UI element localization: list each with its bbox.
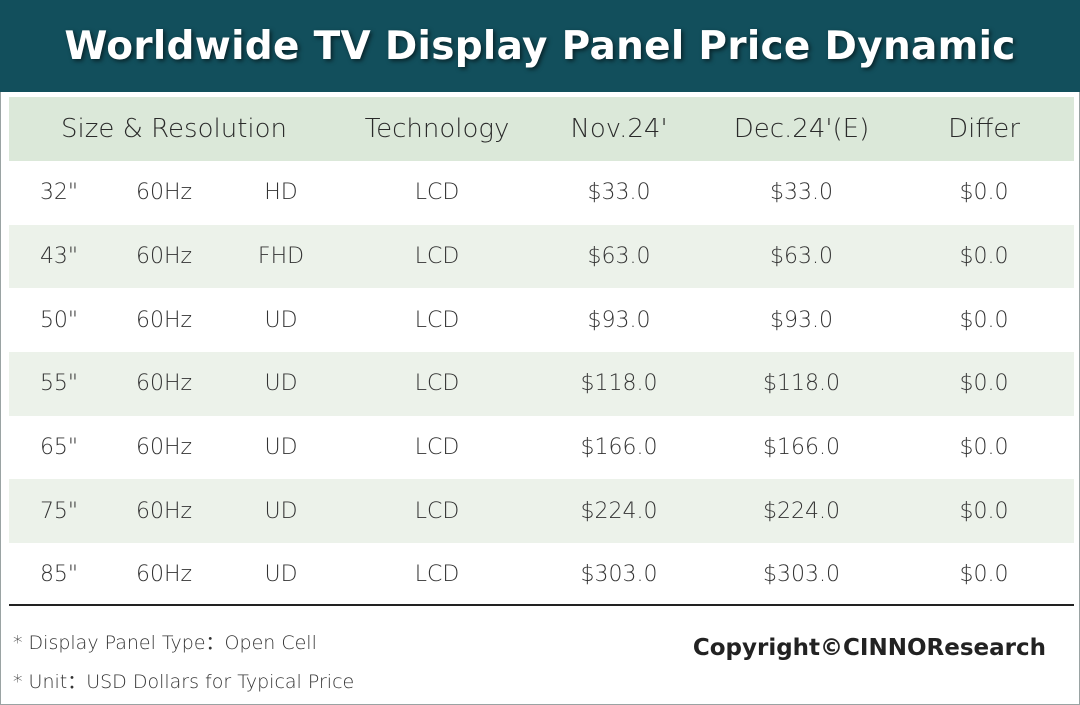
cell-frequency: 60Hz (135, 307, 193, 333)
cell-technology: LCD (414, 180, 460, 206)
copyright-text: Copyright©CINNOResearch (692, 635, 1046, 661)
cell-nov-price: $63.0 (587, 244, 651, 270)
cell-nov-price: $303.0 (580, 562, 658, 588)
cell-frequency: 60Hz (135, 244, 193, 270)
cell-dec-price: $93.0 (770, 307, 833, 333)
cell-frequency: 60Hz (135, 371, 193, 397)
cell-frequency: 60Hz (135, 498, 193, 524)
table-row: 43" 60Hz FHD LCD $63.0 $63.0 $0.0 (9, 224, 1074, 289)
cell-frequency: 60Hz (135, 435, 193, 461)
cell-frequency: 60Hz (135, 562, 193, 588)
cell-frequency: 60Hz (135, 180, 193, 206)
cell-differ: $0.0 (959, 180, 1009, 206)
cell-resolution: HD (264, 180, 298, 206)
cell-nov-price: $224.0 (580, 498, 658, 524)
cell-technology: LCD (414, 498, 460, 524)
note-unit: * Unit：USD Dollars for Typical Price (13, 671, 355, 693)
table-row: 50" 60Hz UD LCD $93.0 $93.0 $0.0 (9, 288, 1074, 352)
title-banner: Worldwide TV Display Panel Price Dynamic (0, 0, 1080, 92)
header-technology: Technology (364, 114, 510, 144)
cell-size: 32" (39, 180, 79, 206)
cell-size: 85" (39, 562, 79, 588)
note-panel-type: * Display Panel Type：Open Cell (13, 632, 317, 654)
cell-nov-price: $166.0 (580, 435, 658, 461)
cell-differ: $0.0 (959, 562, 1009, 588)
cell-nov-price: $33.0 (587, 180, 651, 206)
cell-resolution: FHD (257, 244, 305, 270)
cell-dec-price: $63.0 (770, 244, 833, 270)
cell-nov-price: $93.0 (587, 307, 651, 333)
cell-resolution: UD (264, 435, 298, 461)
table-row: 32" 60Hz HD LCD $33.0 $33.0 $0.0 (9, 161, 1074, 225)
table-row: 75" 60Hz UD LCD $224.0 $224.0 $0.0 (9, 479, 1074, 544)
cell-dec-price: $33.0 (770, 180, 833, 206)
header-nov: Nov.24' (570, 114, 668, 144)
cell-size: 75" (39, 498, 79, 524)
cell-differ: $0.0 (959, 244, 1009, 270)
cell-size: 65" (39, 435, 79, 461)
cell-dec-price: $118.0 (763, 371, 840, 397)
price-table: Size & Resolution Technology Nov.24' Dec… (9, 97, 1074, 607)
cell-size: 55" (39, 371, 79, 397)
cell-size: 43" (39, 244, 79, 270)
table-bottom-rule (9, 604, 1074, 606)
header-differ: Differ (948, 114, 1020, 144)
page-title: Worldwide TV Display Panel Price Dynamic (64, 23, 1016, 69)
cell-resolution: UD (264, 307, 298, 333)
table-row: 55" 60Hz UD LCD $118.0 $118.0 $0.0 (9, 352, 1074, 416)
cell-resolution: UD (264, 371, 298, 397)
cell-differ: $0.0 (959, 371, 1009, 397)
cell-differ: $0.0 (959, 435, 1009, 461)
cell-differ: $0.0 (959, 498, 1009, 524)
cell-technology: LCD (414, 562, 460, 588)
cell-technology: LCD (414, 244, 460, 270)
cell-dec-price: $303.0 (763, 562, 840, 588)
cell-technology: LCD (414, 371, 460, 397)
cell-size: 50" (39, 307, 79, 333)
header-dec: Dec.24'(E) (733, 114, 870, 144)
table-header-row: Size & Resolution Technology Nov.24' Dec… (9, 97, 1074, 161)
cell-technology: LCD (414, 435, 460, 461)
cell-resolution: UD (264, 498, 298, 524)
cell-resolution: UD (264, 562, 298, 588)
cell-dec-price: $224.0 (763, 498, 840, 524)
cell-dec-price: $166.0 (763, 435, 840, 461)
cell-nov-price: $118.0 (580, 371, 658, 397)
table-row: 85" 60Hz UD LCD $303.0 $303.0 $0.0 (9, 543, 1074, 607)
cell-differ: $0.0 (959, 307, 1009, 333)
header-size-resolution: Size & Resolution (60, 114, 288, 144)
table-row: 65" 60Hz UD LCD $166.0 $166.0 $0.0 (9, 416, 1074, 480)
cell-technology: LCD (414, 307, 460, 333)
